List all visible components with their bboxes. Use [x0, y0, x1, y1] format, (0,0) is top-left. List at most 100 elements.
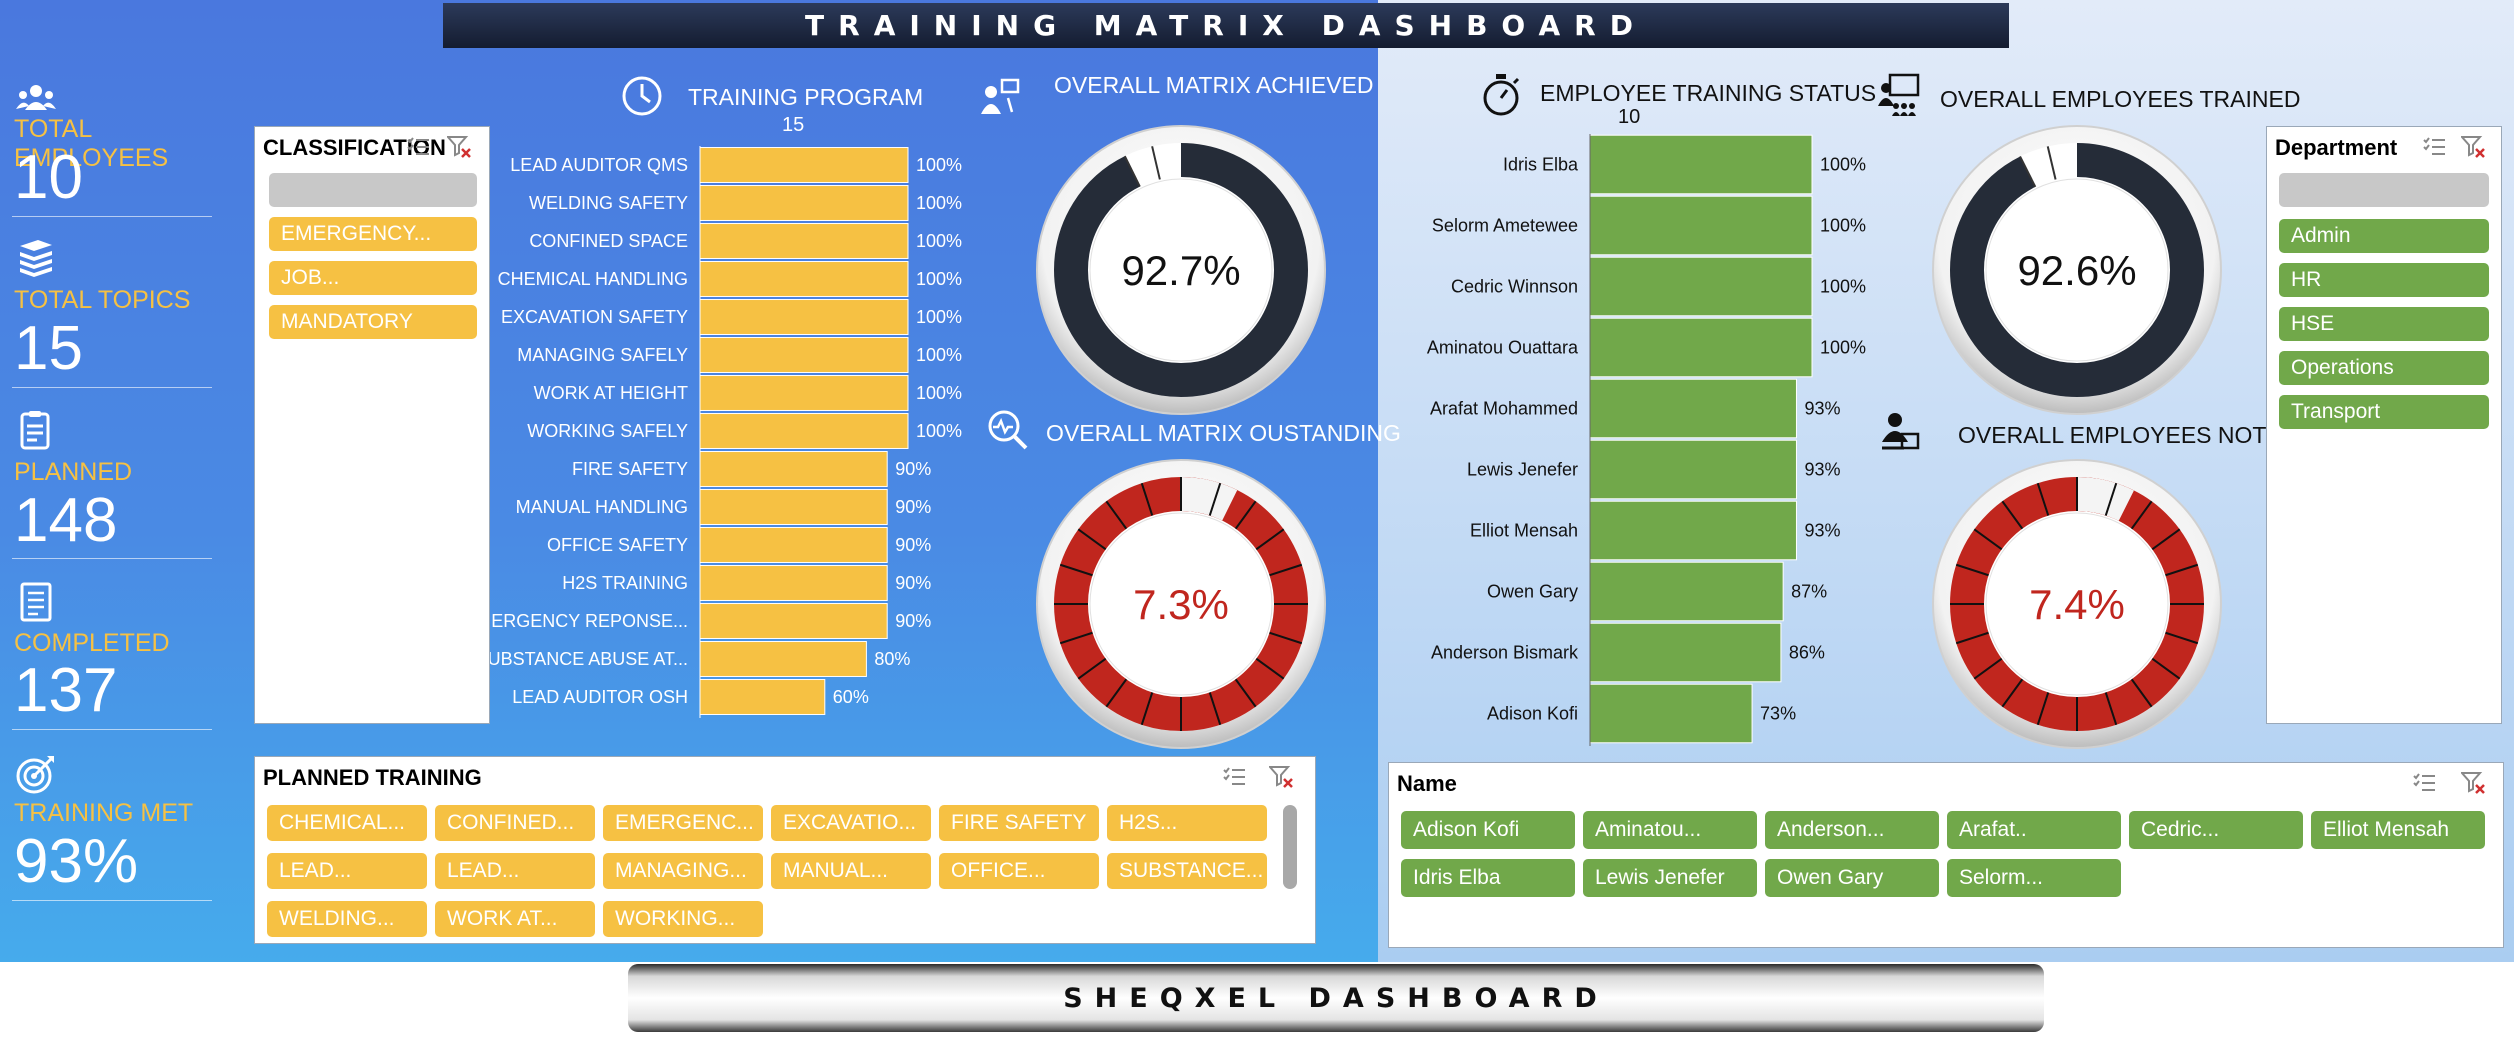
slicer-item-lead-6[interactable]: LEAD...: [267, 853, 427, 889]
stopwatch-icon: [1483, 74, 1520, 116]
donut-tick: [1208, 692, 1222, 726]
multi-select-icon[interactable]: [407, 135, 431, 159]
clear-filter-icon[interactable]: [1269, 765, 1295, 789]
donut-hole: [1089, 512, 1273, 696]
slicer-item-work-at-13[interactable]: WORK AT...: [435, 901, 595, 937]
employee-status-count: 10: [1618, 106, 1641, 128]
slicer-item-aminatou-1[interactable]: Aminatou...: [1583, 811, 1757, 849]
clear-filter-icon[interactable]: [2461, 771, 2487, 795]
bar-category-label: CHEMICAL HANDLING: [498, 269, 688, 289]
bar-aminatou-ouattara: [1589, 317, 1813, 378]
classification-slicer: CLASSIFICATION EMERGENCY... JOB... MANDA…: [254, 126, 490, 724]
donut-tick: [1973, 657, 2003, 680]
bar-value-label: 90%: [895, 573, 931, 593]
slicer-item-fire-safety-4[interactable]: FIRE SAFETY: [939, 805, 1099, 841]
donut-tick: [2130, 500, 2153, 530]
bar-idris-elba: [1589, 134, 1813, 195]
donut-center-label: 92.7%: [1121, 247, 1240, 294]
bar-category-label: SUBSTANCE ABUSE AT...: [490, 649, 688, 669]
bar-category-label: H2S TRAINING: [562, 573, 688, 593]
bar-category-label: OFFICE SAFETY: [547, 535, 688, 555]
slicer-item-elliot-mensah-5[interactable]: Elliot Mensah: [2311, 811, 2485, 849]
bar-value-label: 100%: [916, 345, 962, 365]
donut-tick: [1077, 657, 1107, 680]
bar-elliot-mensah: [1589, 500, 1797, 561]
training-program-chart: LEAD AUDITOR QMS 100% WELDING SAFETY 100% CO…: [490, 146, 962, 718]
bar-value-label: 93%: [1804, 460, 1840, 480]
slicer-item-h2s-5[interactable]: H2S...: [1107, 805, 1267, 841]
bar-cedric-winnson: [1589, 256, 1813, 317]
clear-filter-icon[interactable]: [2461, 135, 2487, 159]
slicer-item-excavatio-3[interactable]: EXCAVATIO...: [771, 805, 931, 841]
bar-category-label: Adison Kofi: [1487, 704, 1578, 724]
bar-manual-handling: [699, 489, 888, 525]
donut-tick: [2001, 678, 2024, 708]
bar-value-label: 60%: [833, 687, 869, 707]
slicer-item-emergenc-2[interactable]: EMERGENC...: [603, 805, 763, 841]
bar-value-label: 100%: [916, 231, 962, 251]
multi-select-icon[interactable]: [2423, 135, 2447, 159]
multi-select-icon[interactable]: [2413, 771, 2437, 795]
donut-tick: [1105, 678, 1128, 708]
slicer-item-hse[interactable]: HSE: [2279, 307, 2489, 341]
clock-icon: [622, 76, 662, 116]
bar-managing-safely: [699, 337, 909, 373]
slicer-item-working-14[interactable]: WORKING...: [603, 901, 763, 937]
donut-hole: [1985, 512, 2169, 696]
kpi-divider: [12, 387, 212, 388]
bar-value-label: 100%: [916, 421, 962, 441]
slicer-item-substance-11[interactable]: SUBSTANCE...: [1107, 853, 1267, 889]
slicer-item-chemical-0[interactable]: CHEMICAL...: [267, 805, 427, 841]
bar-substance-abuse-at: [699, 641, 867, 677]
slicer-item-mandatory[interactable]: MANDATORY: [269, 305, 477, 339]
slicer-item-admin[interactable]: Admin: [2279, 219, 2489, 253]
slicer-item-anderson-2[interactable]: Anderson...: [1765, 811, 1939, 849]
bar-work-at-height: [699, 375, 909, 411]
bar-arafat-mohammed: [1589, 378, 1797, 439]
bar-category-label: WORKING SAFELY: [527, 421, 688, 441]
donut-tick: [2001, 500, 2024, 530]
checklist-icon: [20, 582, 52, 622]
slicer-item-emergency[interactable]: EMERGENCY...: [269, 217, 477, 251]
bar-value-label: 100%: [916, 269, 962, 289]
employee-desk-icon: [1882, 413, 1920, 450]
slicer-item-owen-gary-8[interactable]: Owen Gary: [1765, 859, 1939, 897]
slicer-item-transport[interactable]: Transport: [2279, 395, 2489, 429]
slicer-item-lewis-jenefer-7[interactable]: Lewis Jenefer: [1583, 859, 1757, 897]
slicer-item-blank[interactable]: [269, 173, 477, 207]
multi-select-icon[interactable]: [1223, 765, 1247, 789]
slicer-item-selorm-9[interactable]: Selorm...: [1947, 859, 2121, 897]
bar-category-label: Selorm Ametewee: [1432, 216, 1578, 236]
slicer-item-managing-8[interactable]: MANAGING...: [603, 853, 763, 889]
slicer-title: PLANNED TRAINING: [263, 765, 482, 790]
slicer-item-lead-7[interactable]: LEAD...: [435, 853, 595, 889]
clear-filter-icon[interactable]: [447, 135, 473, 159]
slicer-item-manual-9[interactable]: MANUAL...: [771, 853, 931, 889]
bar-category-label: Owen Gary: [1487, 582, 1578, 602]
slicer-item-cedric-4[interactable]: Cedric...: [2129, 811, 2303, 849]
slicer-item-adison-kofi-0[interactable]: Adison Kofi: [1401, 811, 1575, 849]
bar-owen-gary: [1589, 561, 1784, 622]
slicer-item-office-10[interactable]: OFFICE...: [939, 853, 1099, 889]
scrollbar-thumb[interactable]: [1283, 805, 1297, 889]
slicer-item-welding-12[interactable]: WELDING...: [267, 901, 427, 937]
bar-category-label: Lewis Jenefer: [1467, 460, 1578, 480]
donut-tick: [1105, 500, 1128, 530]
bar-lead-auditor-osh: [699, 679, 826, 715]
donut-tick: [1140, 692, 1154, 726]
slicer-item-confined-1[interactable]: CONFINED...: [435, 805, 595, 841]
donut-separator: [2019, 156, 2037, 188]
slicer-item-idris-elba-6[interactable]: Idris Elba: [1401, 859, 1575, 897]
slicer-item-operations[interactable]: Operations: [2279, 351, 2489, 385]
slicer-item-blank[interactable]: [2279, 173, 2489, 207]
training-program-title: TRAINING PROGRAM: [688, 84, 924, 110]
kpi-total-topics-value: 15: [14, 314, 83, 383]
planned-training-slicer: PLANNED TRAINING CHEMICAL... CONFINED... E…: [254, 756, 1316, 944]
slicer-item-job[interactable]: JOB...: [269, 261, 477, 295]
slicer-item-arafat-3[interactable]: Arafat..: [1947, 811, 2121, 849]
donut-tick: [1234, 678, 1257, 708]
kpi-planned-value: 148: [14, 486, 118, 555]
donut-value-arc: [1950, 143, 2204, 397]
bar-category-label: LEAD AUDITOR OSH: [512, 687, 688, 707]
slicer-item-hr[interactable]: HR: [2279, 263, 2489, 297]
